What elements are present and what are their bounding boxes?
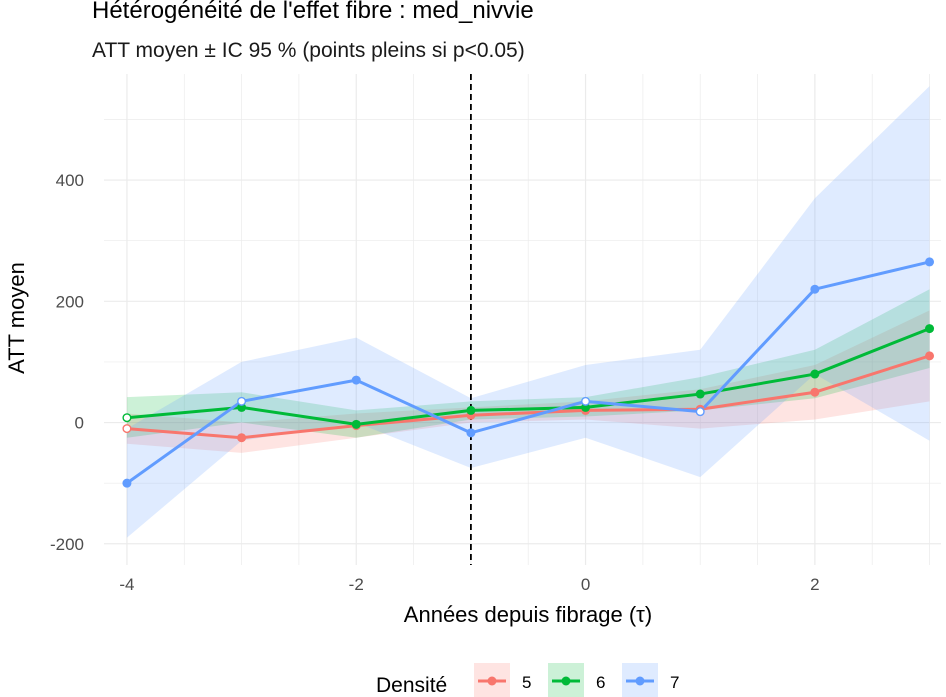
data-point-6 — [122, 413, 132, 423]
legend-label-6: 6 — [596, 673, 605, 692]
data-point-6 — [925, 324, 935, 334]
legend-key-point-6 — [561, 676, 571, 686]
data-point-5 — [122, 424, 132, 434]
y-tick-labels: -200 0 200 400 — [50, 171, 84, 554]
y-tick-label: -200 — [50, 535, 84, 554]
legend-title: Densité — [376, 674, 447, 697]
series-points — [122, 257, 935, 488]
x-tick-label: -4 — [119, 575, 134, 594]
data-point-6 — [810, 369, 820, 379]
data-point-6 — [695, 389, 705, 399]
data-point-7 — [695, 407, 705, 417]
x-tick-label: 0 — [581, 575, 590, 594]
legend-key-point-7 — [635, 676, 645, 686]
series-line-7 — [126, 260, 930, 485]
chart-title: Hétérogénéité de l'effet fibre : med_niv… — [92, 0, 534, 24]
y-tick-label: 0 — [75, 414, 84, 433]
y-tick-label: 200 — [56, 292, 84, 311]
x-tick-label: -2 — [349, 575, 364, 594]
data-point-7 — [351, 375, 361, 385]
data-point-5 — [810, 387, 820, 397]
data-point-7 — [237, 396, 247, 406]
data-point-6 — [351, 419, 361, 429]
data-point-7 — [581, 396, 591, 406]
data-point-5 — [237, 433, 247, 443]
series-line-6 — [126, 327, 931, 426]
confidence-ribbons — [126, 86, 930, 538]
y-axis-title: ATT moyen — [4, 262, 29, 374]
data-point-7 — [810, 284, 820, 294]
y-tick-label: 400 — [56, 171, 84, 190]
grid — [104, 74, 941, 565]
data-point-7 — [925, 257, 935, 267]
data-point-7 — [122, 478, 132, 488]
ci-ribbon-7 — [126, 86, 930, 538]
x-tick-label: 2 — [810, 575, 819, 594]
series-line-5 — [126, 354, 930, 440]
ci-ribbon-5 — [126, 310, 930, 453]
data-point-6 — [466, 405, 476, 415]
data-point-5 — [925, 351, 935, 361]
legend-label-7: 7 — [670, 673, 679, 692]
x-axis-title: Années depuis fibrage (τ) — [404, 602, 652, 627]
legend: Densité 5 6 7 — [376, 663, 679, 697]
x-tick-labels: -4 -2 0 2 — [119, 575, 819, 594]
series-lines — [126, 260, 931, 485]
data-point-7 — [466, 428, 476, 438]
chart-subtitle: ATT moyen ± IC 95 % (points pleins si p<… — [92, 39, 525, 62]
ci-ribbon-6 — [126, 289, 930, 438]
legend-key-point-5 — [487, 676, 497, 686]
legend-label-5: 5 — [522, 673, 531, 692]
